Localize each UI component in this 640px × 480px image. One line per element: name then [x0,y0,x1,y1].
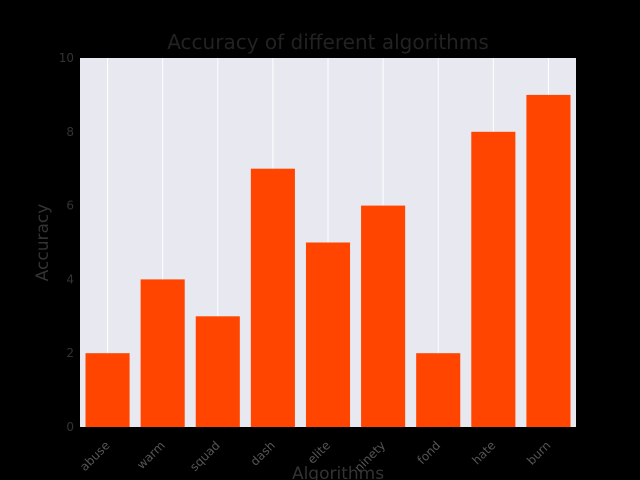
x-axis-label: Algorithms [292,464,384,480]
bar-burn [526,94,571,428]
bar-elite [305,242,351,427]
y-tick-label: 2 [66,346,74,360]
y-tick-label: 4 [66,272,74,286]
x-tick-label: dash [248,438,278,468]
chart-title: Accuracy of different algorithms [167,30,489,54]
y-axis-ticks: 0 2 4 6 8 10 [59,51,74,434]
bar-hate [471,131,516,428]
y-tick-label: 10 [59,51,74,65]
x-tick-label: squad [187,438,223,474]
x-tick-label: abuse [77,438,113,474]
x-tick-label: burn [524,438,553,467]
x-tick-label: fond [414,438,443,467]
y-tick-label: 0 [66,420,74,434]
y-axis-label: Accuracy [33,204,53,282]
bar-dash [250,168,295,427]
x-tick-label: warm [134,438,168,472]
y-tick-label: 6 [66,199,74,213]
bar-fond [416,353,461,427]
bar-squad [195,316,240,427]
y-tick-label: 8 [66,125,74,139]
x-tick-label: hate [469,438,498,467]
bar-abuse [85,353,130,427]
x-tick-label: elite [305,438,333,466]
bars [85,94,571,428]
bar-warm [140,279,185,427]
bar-ninety [361,205,406,427]
